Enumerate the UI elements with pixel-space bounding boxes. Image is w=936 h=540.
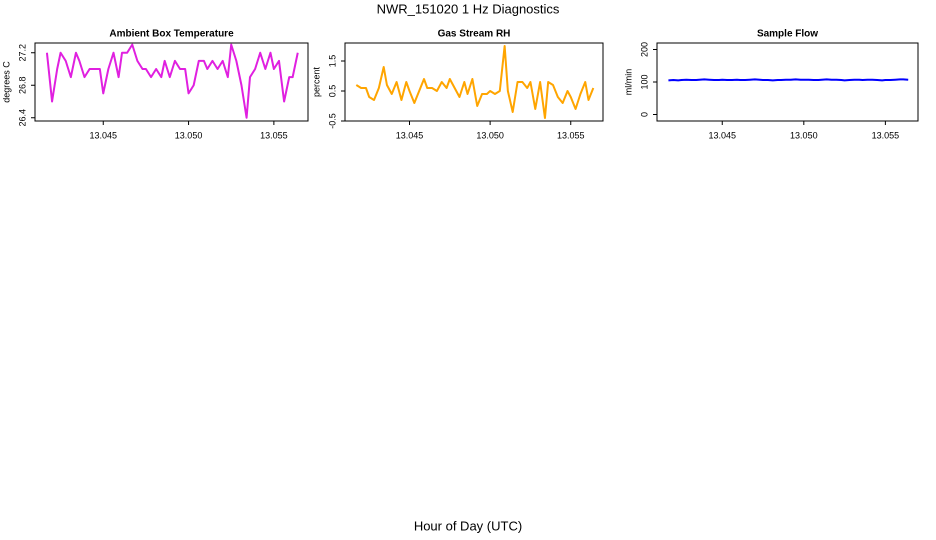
x-tick-label: 13.050	[175, 130, 203, 140]
y-tick-label: 27.2	[17, 44, 27, 62]
y-tick-label: -0.5	[327, 113, 337, 129]
y-tick-label: 100	[639, 74, 649, 89]
panel-title: Ambient Box Temperature	[109, 29, 234, 40]
plot-frame	[34, 42, 309, 122]
y-tick-label: 26.8	[17, 76, 27, 94]
plot-frame	[344, 42, 604, 122]
y-axis-label: ml/min	[623, 69, 633, 96]
y-tick-label: 26.4	[17, 109, 27, 127]
x-axis-label: Hour of Day (UTC)	[414, 518, 522, 533]
data-line	[668, 78, 909, 82]
y-axis-label: degrees C	[1, 61, 11, 103]
panel-title: Sample Flow	[757, 29, 818, 40]
data-line	[45, 43, 299, 119]
y-axis-label: percent	[311, 66, 321, 97]
data-line	[355, 45, 595, 119]
panel-title: Gas Stream RH	[438, 29, 511, 40]
y-tick-label: 0.5	[327, 85, 337, 98]
y-tick-label: 0	[639, 112, 649, 117]
x-tick-label: 13.055	[872, 130, 900, 140]
x-tick-label: 13.045	[708, 130, 736, 140]
y-tick-label: 200	[639, 42, 649, 57]
y-tick-label: 1.5	[327, 55, 337, 68]
plot-frame	[656, 42, 919, 122]
x-tick-label: 13.050	[476, 130, 504, 140]
page-title: NWR_151020 1 Hz Diagnostics	[377, 1, 560, 16]
x-tick-label: 13.045	[89, 130, 117, 140]
x-tick-label: 13.055	[260, 130, 288, 140]
x-tick-label: 13.050	[790, 130, 818, 140]
x-tick-label: 13.055	[557, 130, 585, 140]
x-tick-label: 13.045	[396, 130, 424, 140]
